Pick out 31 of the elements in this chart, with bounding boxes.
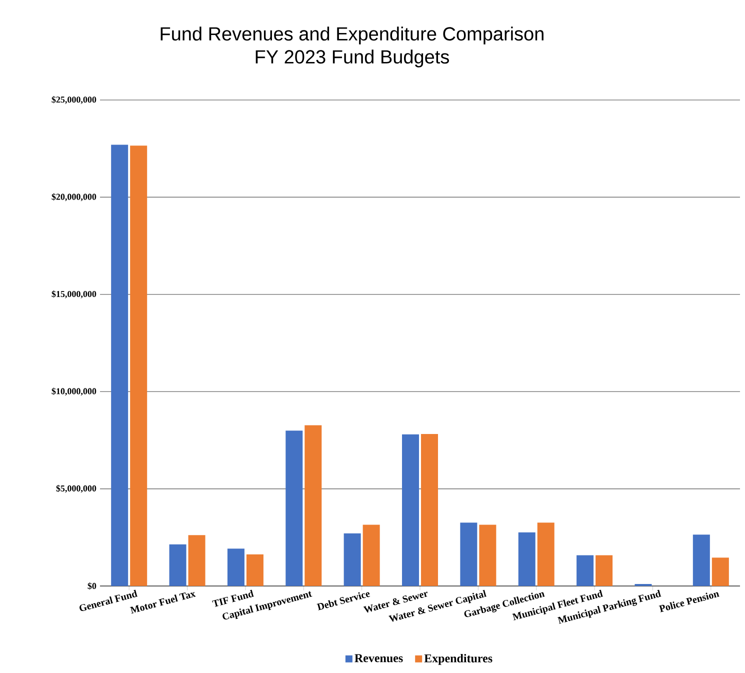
bar — [518, 532, 536, 586]
bar — [692, 534, 710, 586]
bar — [188, 535, 206, 586]
legend-label: Revenues — [354, 654, 403, 662]
bar — [130, 146, 148, 586]
y-tick-label: $15,000,000 — [52, 290, 96, 298]
y-tick-label: $10,000,000 — [52, 388, 96, 396]
bar — [576, 555, 594, 586]
bar — [344, 533, 361, 586]
bar — [169, 544, 186, 586]
bar — [304, 425, 322, 586]
y-tick-label: $0 — [88, 582, 96, 590]
chart-subtitle: FY 2023 Fund Budgets — [256, 50, 449, 68]
y-tick-label: $20,000,000 — [52, 193, 96, 202]
bar — [246, 554, 264, 586]
x-tick-label: TIF Fund — [212, 590, 254, 607]
bar — [402, 434, 419, 586]
bar — [460, 522, 478, 586]
bar — [596, 555, 613, 586]
bar — [362, 524, 380, 586]
chart-title: Fund Revenues and Expenditure Comparison — [160, 26, 544, 44]
bar — [286, 430, 303, 586]
y-tick-label: $25,000,000 — [52, 96, 96, 104]
legend-label: Expenditures — [424, 654, 492, 665]
bar — [712, 558, 729, 586]
bar — [421, 434, 438, 586]
bar — [227, 548, 244, 586]
y-tick-label: $5,000,000 — [56, 484, 96, 493]
bar — [537, 522, 554, 586]
bar — [479, 524, 496, 586]
bar — [111, 144, 128, 586]
